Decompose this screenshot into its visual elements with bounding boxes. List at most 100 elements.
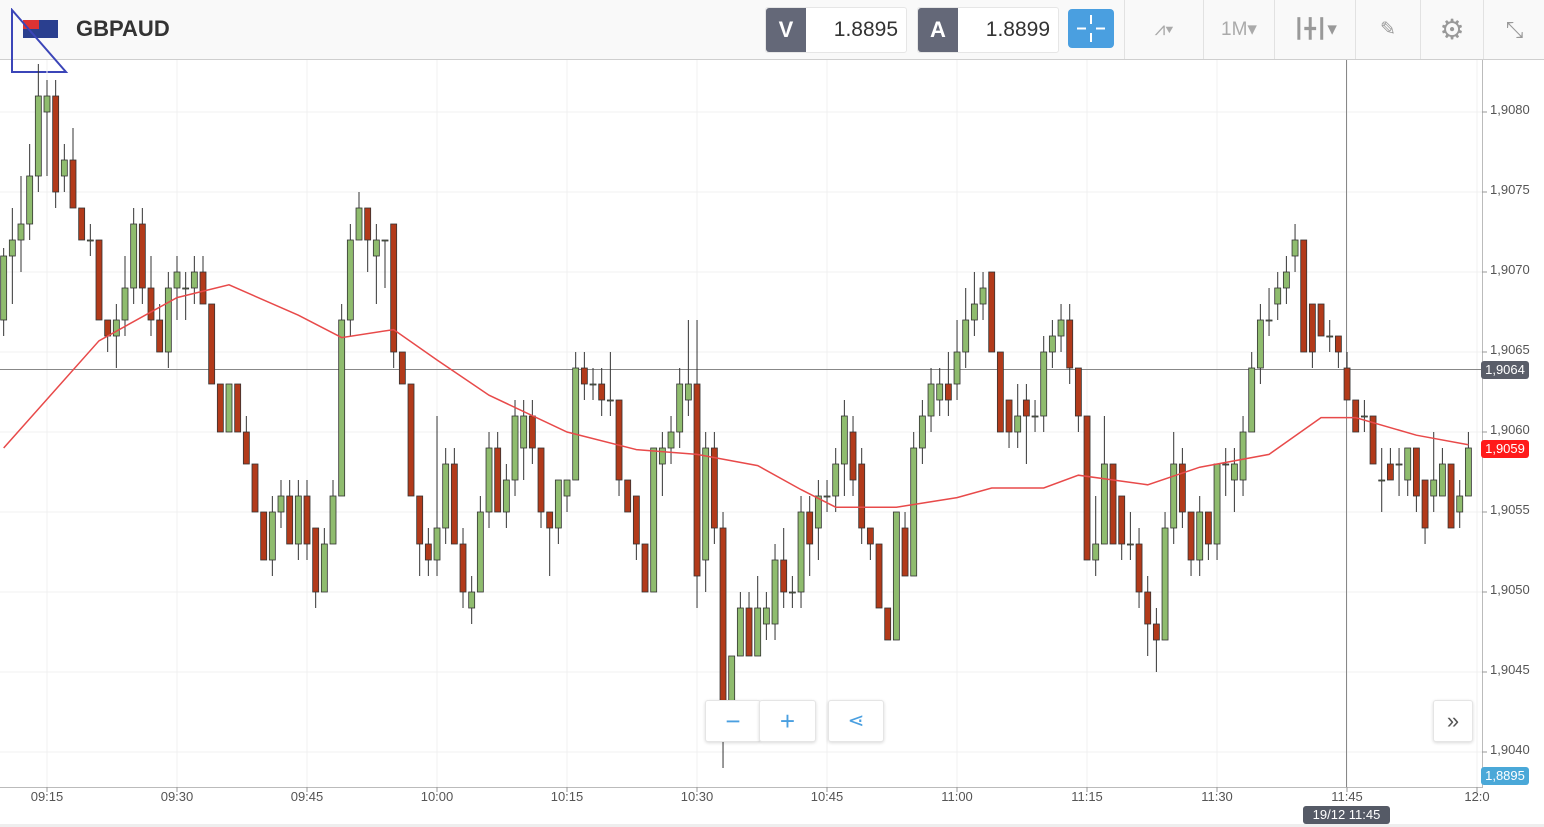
share-button[interactable]: ⋖ — [828, 700, 884, 742]
candle-down — [251, 463, 259, 513]
candle-down — [104, 319, 112, 337]
candle-down — [208, 303, 216, 385]
moving-average-line — [3, 284, 1469, 508]
candle-up — [43, 95, 51, 113]
candle-down — [884, 607, 892, 641]
candle-down — [1066, 319, 1074, 369]
candle-down — [780, 559, 788, 593]
candle-up — [1360, 415, 1368, 418]
candle-up — [1161, 527, 1169, 641]
candle-up — [1014, 415, 1022, 433]
candle-down — [1005, 399, 1013, 433]
candle-down — [1178, 463, 1186, 513]
candle-down — [303, 495, 311, 545]
crosshair-button[interactable] — [1068, 9, 1114, 48]
symbol-title[interactable]: GBPAUD — [76, 16, 170, 41]
candle-down — [450, 463, 458, 545]
buy-label: A — [918, 8, 958, 52]
candle-down — [580, 367, 588, 385]
candle-down — [1074, 367, 1082, 417]
candle-up — [1031, 415, 1039, 418]
candle-up — [355, 207, 363, 241]
candle-down — [69, 159, 77, 209]
candle-down — [1083, 415, 1091, 561]
candle-up — [702, 447, 710, 561]
settings-button[interactable]: ⚙ — [1420, 0, 1483, 59]
candle-up — [1274, 287, 1282, 305]
candle-down — [1412, 447, 1420, 497]
candle-up — [1265, 319, 1273, 322]
candle-up — [1100, 463, 1108, 545]
timeframe-button[interactable]: 1M ▾ — [1203, 0, 1274, 59]
candle-down — [52, 95, 60, 193]
candle-down — [1144, 591, 1152, 625]
scroll-to-latest-button[interactable]: » — [1433, 700, 1473, 742]
candle-up — [684, 383, 692, 401]
candle-down — [416, 495, 424, 545]
candle-up — [754, 607, 762, 657]
minus-icon: − — [725, 706, 741, 736]
candle-up — [1256, 319, 1264, 369]
candles-icon: ┃╋┃▾ — [1293, 19, 1337, 40]
candle-down — [1152, 623, 1160, 641]
zoom-out-button[interactable]: − — [705, 700, 761, 742]
candle-up — [728, 655, 736, 705]
toolbar: GBPAUD V 1.8895 A 1.8899 ⩘▾ 1M ▾ ┃╋┃▾ ✎ ⚙… — [0, 0, 1544, 73]
candle-up — [381, 239, 389, 242]
candle-up — [892, 511, 900, 641]
y-tick-label: 1,9075 — [1490, 182, 1530, 197]
line-chart-icon: ⩘▾ — [1154, 18, 1174, 40]
candle-down — [147, 287, 155, 321]
candle-down — [242, 431, 250, 465]
x-tick-label: 10:45 — [810, 789, 844, 804]
candle-down — [546, 511, 554, 529]
candle-up — [476, 511, 484, 593]
candle-up — [1464, 447, 1472, 497]
y-tick-label: 1,9045 — [1490, 662, 1530, 677]
drawing-triangle-icon[interactable] — [10, 8, 70, 74]
candle-up — [970, 303, 978, 321]
candle-down — [1022, 399, 1030, 417]
x-tick-label: 11:15 — [1071, 789, 1103, 804]
candle-down — [598, 383, 606, 401]
candle-up — [1048, 335, 1056, 353]
chart-type-button[interactable]: ⩘▾ — [1124, 0, 1203, 59]
candle-up — [589, 383, 597, 386]
y-tick-label: 1,9065 — [1490, 342, 1530, 357]
x-tick-label: 09:15 — [30, 789, 64, 804]
candle-down — [996, 351, 1004, 433]
candle-down — [849, 431, 857, 481]
draw-tools-button[interactable]: ✎ — [1355, 0, 1420, 59]
sell-quote-button[interactable]: V 1.8895 — [765, 7, 907, 53]
candle-down — [138, 223, 146, 289]
chart-plot-area[interactable] — [0, 60, 1483, 788]
candle-up — [294, 495, 302, 545]
candle-up — [762, 607, 770, 625]
candle-up — [164, 287, 172, 353]
candle-up — [606, 399, 614, 402]
zoom-in-button[interactable]: + — [759, 700, 816, 742]
crosshair-time-tag: 19/12 11:45 — [1303, 806, 1390, 824]
collapse-button[interactable]: ⤡ — [1483, 0, 1544, 59]
candle-down — [260, 511, 268, 561]
y-tick-label: 1,9070 — [1490, 262, 1530, 277]
candle-up — [1092, 543, 1100, 561]
candle-down — [693, 383, 701, 577]
candle-down — [1343, 367, 1351, 401]
indicators-button[interactable]: ┃╋┃▾ — [1274, 0, 1355, 59]
candle-up — [823, 495, 831, 498]
candle-up — [788, 591, 796, 594]
candle-up — [814, 495, 822, 529]
candle-up — [1126, 543, 1134, 546]
share-icon: ⋖ — [847, 710, 865, 732]
sell-label: V — [766, 8, 806, 52]
candle-up — [268, 511, 276, 561]
candle-up — [1282, 271, 1290, 289]
candle-down — [1308, 303, 1316, 353]
candle-down — [286, 495, 294, 545]
candle-up — [0, 255, 8, 321]
buy-quote-button[interactable]: A 1.8899 — [917, 7, 1059, 53]
candle-down — [710, 447, 718, 529]
sell-price: 1.8895 — [833, 18, 898, 41]
